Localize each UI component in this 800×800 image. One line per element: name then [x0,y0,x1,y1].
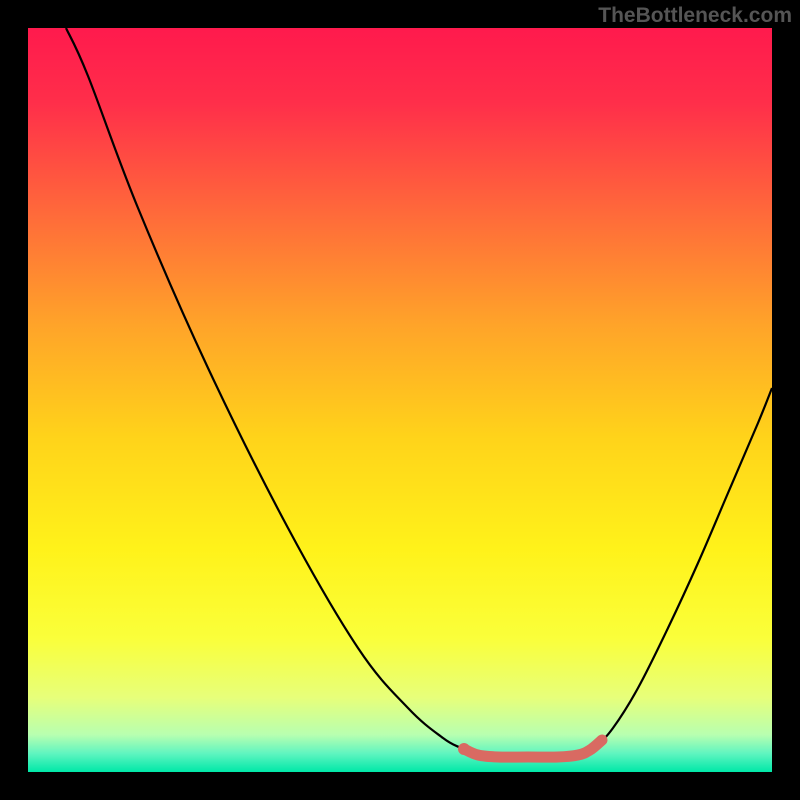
bottleneck-curve [66,28,772,757]
highlight-segment [464,740,602,757]
chart-container: TheBottleneck.com [0,0,800,800]
curve-layer [28,28,772,772]
plot-area [28,28,772,772]
highlight-start-dot [458,743,470,755]
watermark-text: TheBottleneck.com [598,4,792,28]
